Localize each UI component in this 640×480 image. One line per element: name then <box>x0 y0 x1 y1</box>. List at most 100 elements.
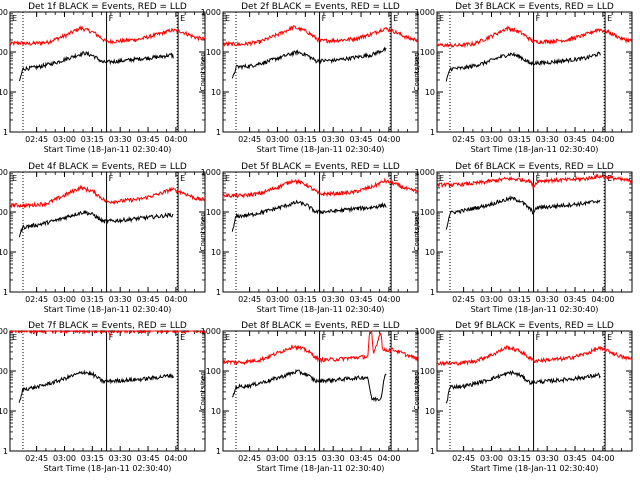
marker-label: E <box>12 14 17 23</box>
x-tick-label: 03:30 <box>536 454 559 463</box>
panel-1: Det 1f BLACK = Events, RED = LLD 1 10 100 10… <box>0 2 206 154</box>
x-tick-label: 02:45 <box>238 454 261 463</box>
panel-4: Det 4f BLACK = Events, RED = LLD 1 10 100 10… <box>0 162 206 314</box>
x-tick-label: 03:15 <box>294 295 317 304</box>
marker-label: E <box>393 333 398 342</box>
marker-label: E <box>12 333 17 342</box>
y-tick-label: 1 <box>430 128 435 137</box>
x-tick-label: 03:45 <box>137 454 160 463</box>
y-tick-label: 1000 <box>0 327 8 336</box>
x-tick-label: 03:30 <box>322 135 345 144</box>
x-tick-label: 03:15 <box>508 295 531 304</box>
x-tick-label: 04:00 <box>591 135 614 144</box>
x-tick-label: 03:30 <box>109 454 132 463</box>
panel-5: Det 5f BLACK = Events, RED = LLD 1 10 100 10… <box>199 162 419 314</box>
series-line-events <box>18 50 174 82</box>
panel-title: Det 7f BLACK = Events, RED = LLD <box>28 321 187 331</box>
x-tick-label: 04:00 <box>591 295 614 304</box>
x-tick-label: 03:30 <box>322 295 345 304</box>
x-tick-label: 03:30 <box>109 295 132 304</box>
y-axis-label: Counts/sec <box>413 213 421 252</box>
x-tick-label: 03:15 <box>81 454 104 463</box>
x-tick-label: 03:15 <box>81 295 104 304</box>
series-line-lld <box>436 25 633 49</box>
y-tick-label: 10 <box>425 88 435 97</box>
x-tick-label: 03:00 <box>480 454 503 463</box>
x-tick-label: 04:00 <box>377 135 400 144</box>
y-tick-label: 1000 <box>201 8 221 17</box>
series-line-lld <box>9 184 206 209</box>
x-axis-label: Start Time (18-Jan-11 02:30:40) <box>44 145 172 154</box>
y-tick-label: 1000 <box>201 168 221 177</box>
x-tick-label: 03:45 <box>137 295 160 304</box>
panel-title: Det 2f BLACK = Events, RED = LLD <box>241 2 400 12</box>
marker-label: E <box>439 14 444 23</box>
y-tick-label: 10 <box>211 88 221 97</box>
x-axis-label: Start Time (18-Jan-11 02:30:40) <box>257 464 385 473</box>
y-tick-label: 100 <box>206 208 221 217</box>
plot-frame <box>9 330 206 452</box>
y-tick-label: 1 <box>216 128 221 137</box>
x-tick-label: 03:00 <box>266 135 289 144</box>
y-tick-label: 10 <box>0 407 8 416</box>
marker-label: E <box>225 333 230 342</box>
y-tick-label: 100 <box>420 208 435 217</box>
y-axis-label: Counts/sec <box>199 372 207 411</box>
x-tick-label: 03:45 <box>350 454 373 463</box>
x-tick-label: 03:45 <box>350 295 373 304</box>
series-line-events <box>445 369 601 404</box>
marker-label: E <box>393 174 398 183</box>
y-tick-label: 1 <box>216 447 221 456</box>
series-line-events <box>18 209 174 238</box>
x-tick-label: 02:45 <box>452 454 475 463</box>
x-axis-label: Start Time (18-Jan-11 02:30:40) <box>257 145 385 154</box>
x-tick-label: 02:45 <box>25 295 48 304</box>
y-tick-label: 1 <box>3 288 8 297</box>
y-tick-label: 10 <box>211 407 221 416</box>
x-tick-label: 03:00 <box>266 295 289 304</box>
x-tick-label: 02:45 <box>452 135 475 144</box>
series-line-events <box>445 51 601 82</box>
marker-label: E <box>180 174 185 183</box>
series-line-events <box>231 199 387 232</box>
marker-label: F <box>322 174 327 183</box>
y-tick-label: 100 <box>0 367 8 376</box>
plot-frame <box>222 171 419 293</box>
x-tick-label: 03:30 <box>536 295 559 304</box>
x-tick-label: 03:15 <box>508 135 531 144</box>
marker-label: F <box>536 333 541 342</box>
panel-2: Det 2f BLACK = Events, RED = LLD 1 10 100 10… <box>199 2 419 154</box>
marker-label: F <box>536 14 541 23</box>
series-line-events <box>18 369 174 403</box>
series-line-events <box>231 46 387 79</box>
x-tick-label: 03:00 <box>266 454 289 463</box>
x-tick-label: 03:15 <box>81 135 104 144</box>
y-axis-label: Counts/sec <box>413 372 421 411</box>
x-tick-label: 02:45 <box>238 135 261 144</box>
series-line-lld <box>9 24 206 47</box>
x-tick-label: 03:00 <box>480 135 503 144</box>
y-tick-label: 10 <box>211 248 221 257</box>
x-tick-label: 03:45 <box>564 135 587 144</box>
y-tick-label: 10 <box>0 88 8 97</box>
y-tick-label: 100 <box>206 367 221 376</box>
y-tick-label: 1 <box>430 447 435 456</box>
panel-title: Det 3f BLACK = Events, RED = LLD <box>455 2 614 12</box>
panel-title: Det 4f BLACK = Events, RED = LLD <box>28 162 187 172</box>
series-line-lld <box>436 345 633 367</box>
plot-frame <box>436 171 633 293</box>
x-tick-label: 03:45 <box>350 135 373 144</box>
x-axis-label: Start Time (18-Jan-11 02:30:40) <box>471 305 599 314</box>
panel-title: Det 6f BLACK = Events, RED = LLD <box>455 162 614 172</box>
marker-label: E <box>180 333 185 342</box>
marker-label: E <box>393 14 398 23</box>
x-tick-label: 03:30 <box>109 135 132 144</box>
y-tick-label: 10 <box>425 407 435 416</box>
plot-frame <box>222 330 419 452</box>
plot-frame <box>436 11 633 133</box>
x-tick-label: 03:30 <box>536 135 559 144</box>
panel-title: Det 5f BLACK = Events, RED = LLD <box>241 162 400 172</box>
series-line-lld <box>222 24 419 48</box>
y-tick-label: 1000 <box>415 8 435 17</box>
x-tick-label: 03:00 <box>53 135 76 144</box>
